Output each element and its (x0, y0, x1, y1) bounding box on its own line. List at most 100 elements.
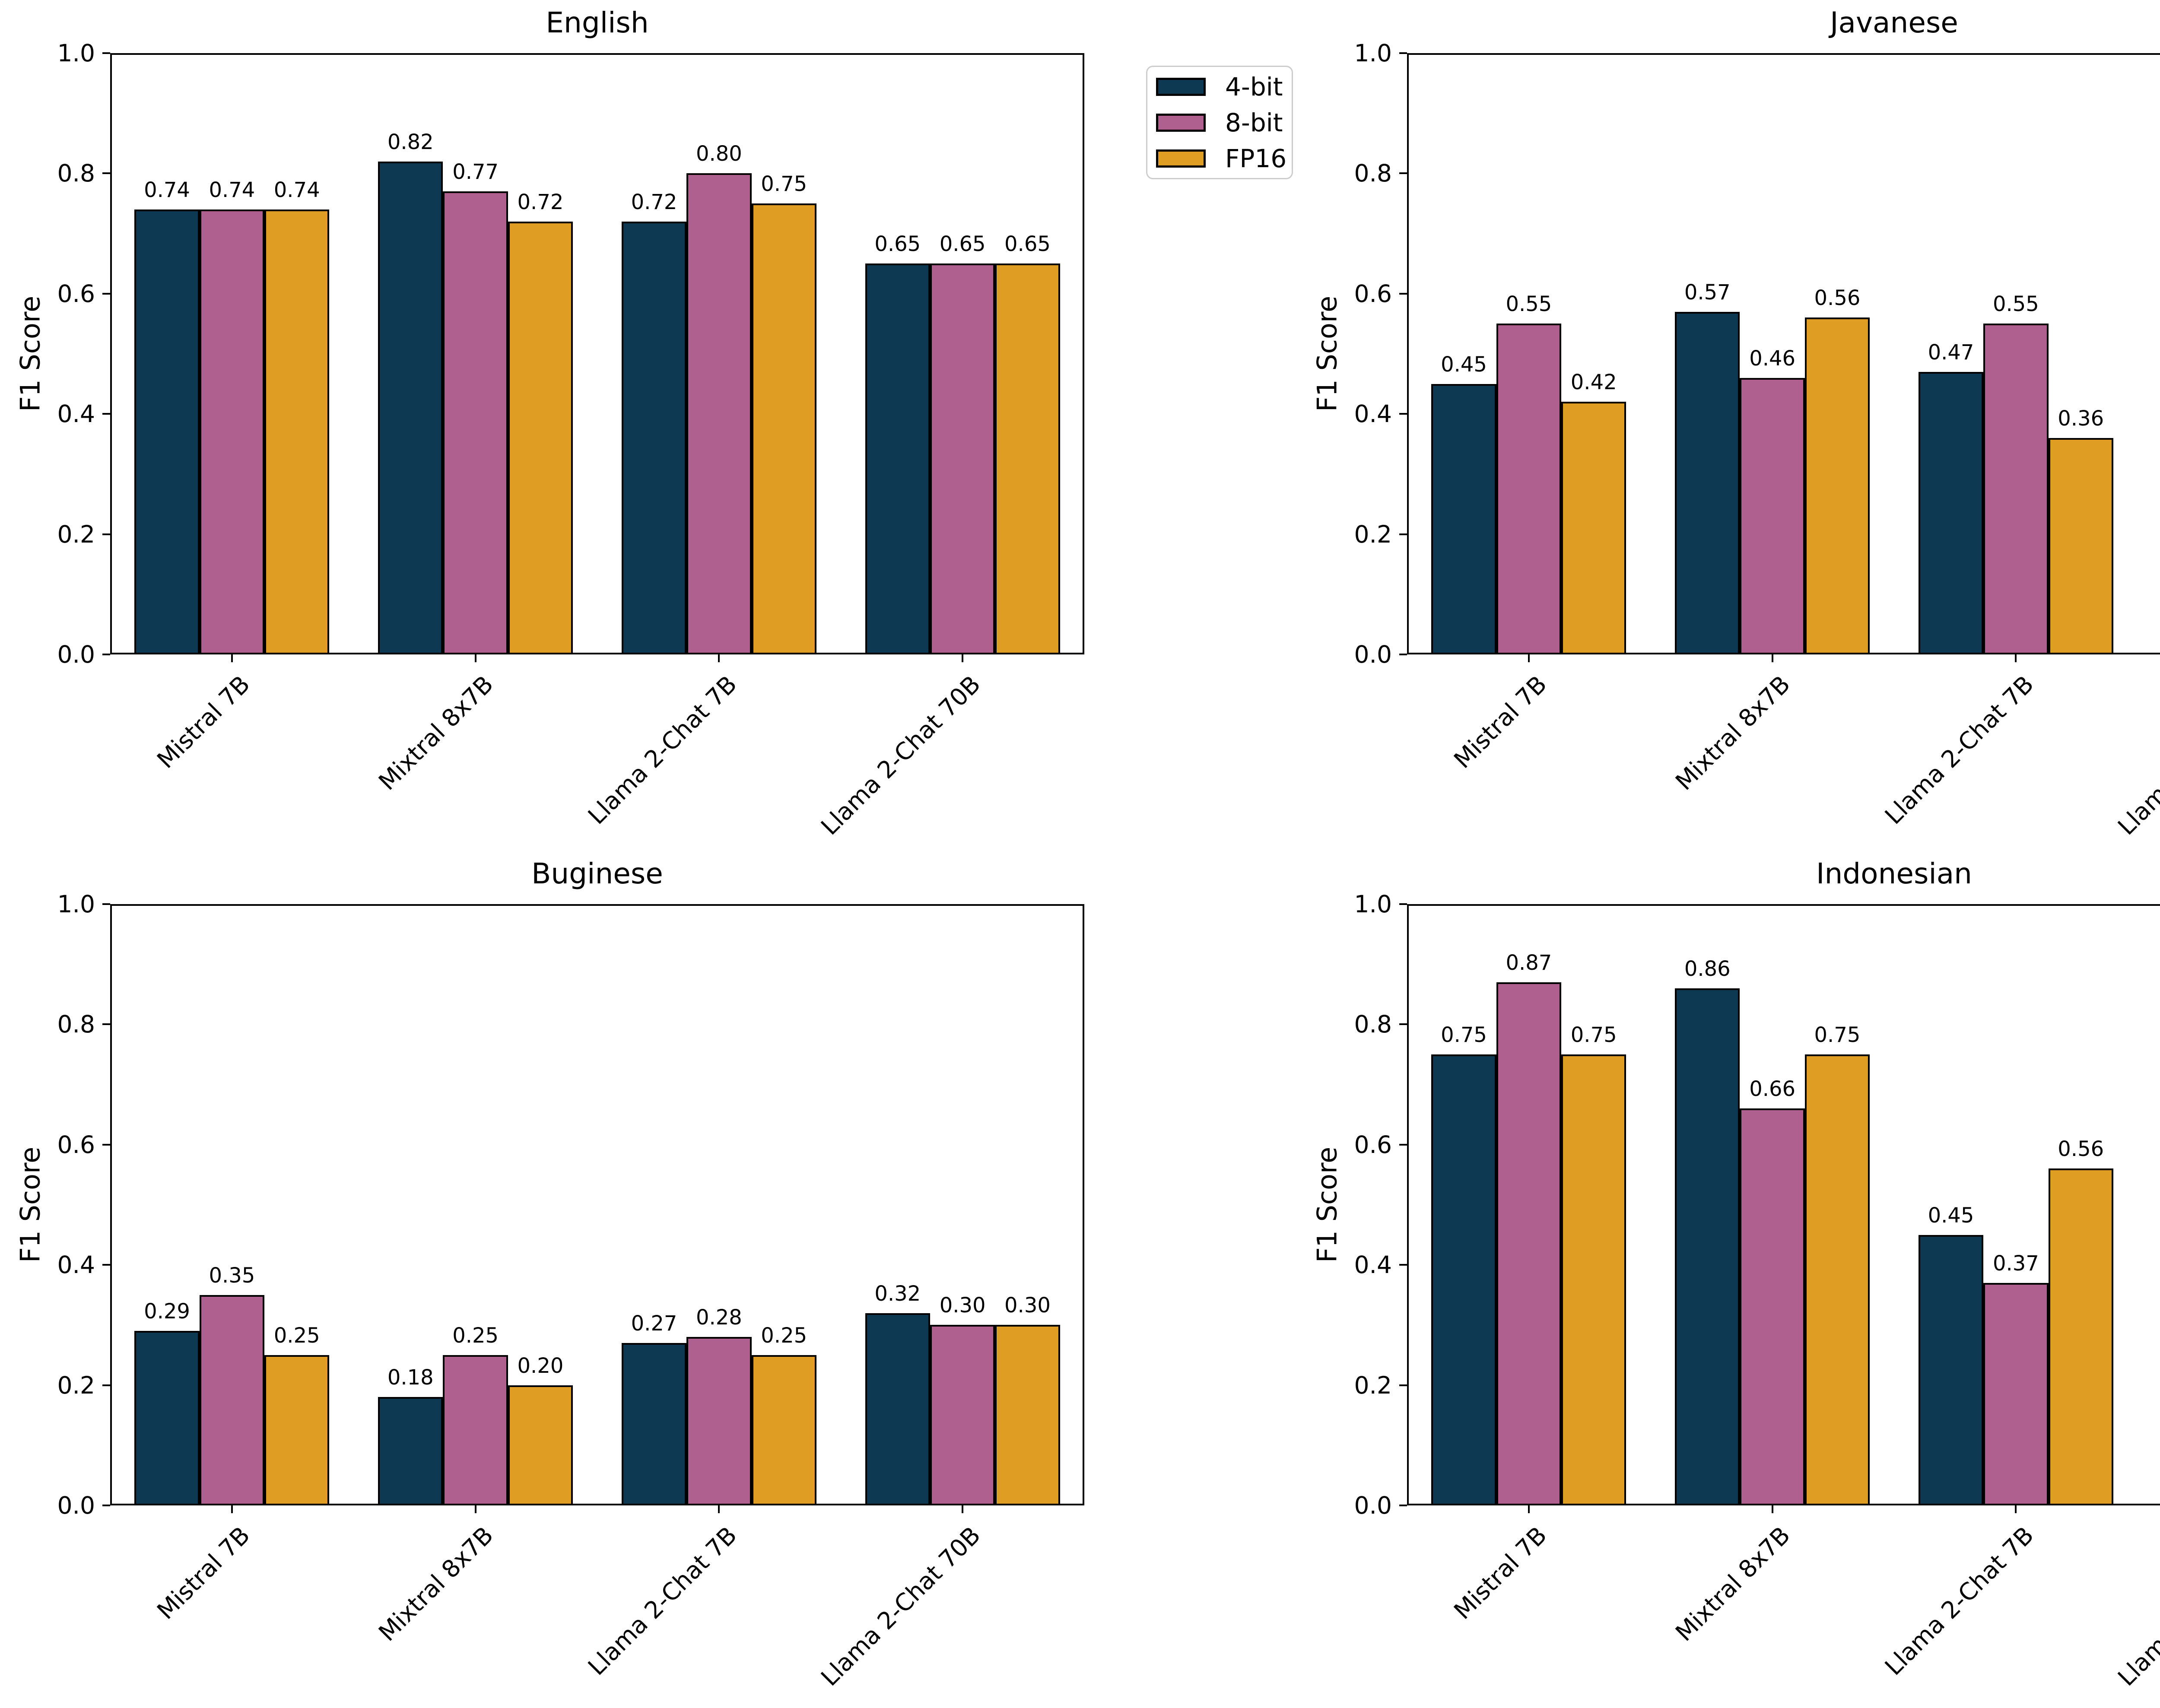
y-tick-label: 0.8 (1354, 1010, 1392, 1038)
bar-8-bit-2 (686, 1337, 752, 1505)
bar-FP16-2 (751, 203, 816, 654)
bar-value-label: 0.18 (387, 1365, 434, 1390)
legend-swatch-4bit (1156, 78, 1206, 96)
bar-8-bit-0 (199, 1295, 265, 1505)
x-tick (962, 1505, 964, 1513)
bar-value-label: 0.29 (144, 1299, 190, 1324)
y-tick (1399, 1143, 1407, 1146)
bar-value-label: 0.86 (1684, 956, 1731, 981)
x-tick-label-1: Mixtral 8x7B (373, 670, 499, 796)
y-tick-label: 1.0 (1354, 39, 1392, 67)
bar-value-label: 0.65 (939, 232, 986, 257)
bar-value-label: 0.47 (1928, 340, 1974, 365)
bar-4-bit-1 (378, 1397, 443, 1505)
bar-FP16-0 (264, 209, 330, 654)
y-tick (102, 1023, 110, 1025)
y-tick (102, 413, 110, 415)
bar-8-bit-2 (1983, 1283, 2049, 1505)
bar-FP16-2 (2048, 438, 2113, 654)
bar-4-bit-0 (1431, 1054, 1496, 1505)
legend: 4-bit 8-bit FP16 (1146, 66, 1293, 179)
y-axis-label: F1 Score (14, 1146, 46, 1263)
bar-8-bit-1 (1740, 1108, 1805, 1505)
legend-swatch-8bit (1156, 114, 1206, 132)
bar-value-label: 0.36 (2058, 406, 2104, 431)
bar-value-label: 0.74 (209, 178, 255, 202)
bar-value-label: 0.72 (517, 190, 564, 214)
y-tick-label: 0.0 (57, 641, 95, 668)
bar-4-bit-1 (378, 161, 443, 654)
bar-value-label: 0.25 (273, 1324, 320, 1348)
y-tick (102, 292, 110, 295)
legend-row-8bit: 8-bit (1147, 109, 1292, 136)
y-tick-label: 1.0 (57, 890, 95, 918)
bar-value-label: 0.46 (1749, 346, 1796, 371)
bar-FP16-1 (1804, 317, 1870, 654)
bar-8-bit-1 (443, 191, 508, 654)
bar-4-bit-2 (1918, 1235, 1984, 1505)
x-tick (474, 654, 476, 662)
bar-4-bit-1 (1675, 311, 1740, 654)
bar-value-label: 0.65 (1004, 232, 1051, 257)
x-tick (718, 1505, 720, 1513)
bar-value-label: 0.25 (761, 1324, 807, 1348)
x-tick-label-0: Mistral 7B (152, 670, 255, 774)
y-tick (1399, 1023, 1407, 1025)
bar-4-bit-0 (1431, 384, 1496, 654)
y-tick-label: 0.6 (57, 1130, 95, 1159)
bar-value-label: 0.80 (696, 142, 742, 166)
bar-FP16-2 (2048, 1168, 2113, 1505)
bar-value-label: 0.55 (1506, 292, 1552, 317)
bar-4-bit-0 (134, 209, 200, 654)
bar-FP16-0 (264, 1355, 330, 1505)
x-tick-label-2: Llama 2-Chat 7B (583, 1521, 743, 1681)
bar-value-label: 0.45 (1928, 1203, 1974, 1228)
y-tick-label: 0.8 (1354, 159, 1392, 187)
bar-value-label: 0.72 (631, 190, 677, 214)
bar-4-bit-1 (1675, 988, 1740, 1505)
bar-FP16-2 (751, 1355, 816, 1505)
bar-FP16-3 (995, 264, 1060, 654)
bar-value-label: 0.75 (1814, 1023, 1861, 1047)
x-tick (718, 654, 720, 662)
x-tick (1528, 654, 1530, 662)
bar-value-label: 0.30 (939, 1293, 986, 1318)
y-tick-label: 0.2 (1354, 520, 1392, 548)
x-tick-label-3: Llama 2-Chat 70B (816, 1521, 986, 1692)
bar-8-bit-1 (1740, 378, 1805, 654)
x-tick (1771, 1505, 1773, 1513)
y-tick (102, 903, 110, 905)
y-tick (102, 654, 110, 655)
legend-row-4bit: 4-bit (1147, 73, 1292, 100)
bar-value-label: 0.66 (1749, 1077, 1796, 1102)
y-axis-label: F1 Score (1311, 295, 1343, 412)
y-tick (102, 172, 110, 175)
bar-8-bit-3 (930, 264, 995, 654)
y-tick-label: 0.6 (57, 279, 95, 308)
y-tick (1399, 172, 1407, 175)
x-tick (1528, 1505, 1530, 1513)
x-tick-label-2: Llama 2-Chat 7B (1880, 670, 2039, 830)
legend-row-fp16: FP16 (1147, 145, 1292, 172)
bar-value-label: 0.47 (2147, 341, 2160, 364)
bar-4-bit-0 (134, 1331, 200, 1505)
y-tick (102, 1384, 110, 1386)
y-tick (1399, 413, 1407, 415)
x-tick (474, 1505, 476, 1513)
bar-4-bit-3 (865, 264, 930, 654)
bar-value-label: 0.42 (1570, 370, 1617, 395)
bar-value-label: 0.27 (631, 1311, 677, 1336)
y-tick-label: 0.2 (57, 520, 95, 548)
y-tick-label: 0.4 (1354, 1251, 1392, 1279)
x-tick-label-0: Mistral 7B (1448, 1521, 1552, 1625)
bar-8-bit-0 (1496, 324, 1562, 654)
bar-value-label: 0.32 (874, 1281, 921, 1306)
bar-value-label: 0.75 (761, 172, 807, 196)
y-axis-label: F1 Score (14, 295, 46, 412)
y-tick (1399, 903, 1407, 905)
y-tick (102, 1143, 110, 1146)
y-tick (1399, 1384, 1407, 1386)
bar-value-label: 0.87 (1506, 950, 1552, 975)
chart-title: English (546, 6, 649, 39)
